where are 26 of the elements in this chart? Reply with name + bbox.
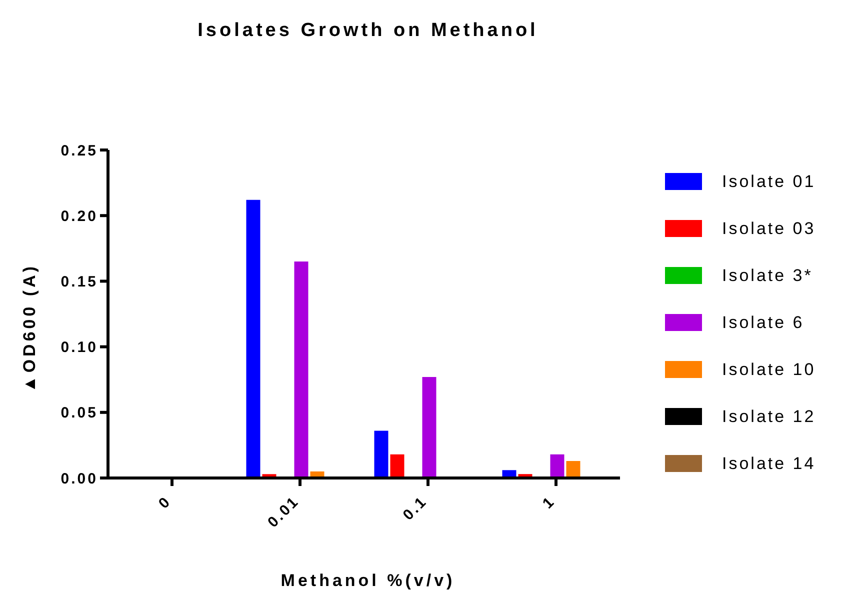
- bar: [374, 430, 388, 478]
- y-tick-label: 0.00: [60, 470, 98, 488]
- y-tick-label: 0.25: [60, 142, 98, 160]
- bar: [390, 454, 404, 478]
- y-tick-label: 0.10: [60, 339, 98, 356]
- y-tick-label: 0.15: [60, 274, 98, 291]
- y-tick-label: 0.20: [60, 208, 98, 225]
- bar: [550, 454, 564, 478]
- bar: [294, 262, 308, 478]
- y-tick-label: 0.05: [60, 404, 98, 422]
- y-axis-title: ▲OD600 (A): [20, 263, 40, 393]
- legend-label: Isolate 14: [722, 454, 816, 474]
- legend-label: Isolate 03: [722, 218, 816, 238]
- bar: [246, 200, 260, 478]
- x-axis-title: Methanol %(v/v): [280, 571, 456, 591]
- legend-label: Isolate 01: [722, 172, 816, 192]
- bar: [422, 376, 436, 478]
- x-tick-label: 0.1: [400, 492, 431, 524]
- legend-label: Isolate 6: [722, 312, 804, 332]
- bar: [566, 460, 580, 478]
- x-tick-label: 1: [539, 492, 559, 512]
- legend-label: Isolate 12: [722, 406, 816, 426]
- legend-label: Isolate 10: [722, 360, 816, 380]
- chart-title: Isolates Growth on Methanol: [196, 20, 540, 42]
- legend-label: Isolate 3*: [722, 266, 813, 286]
- x-tick-label: 0: [155, 492, 175, 512]
